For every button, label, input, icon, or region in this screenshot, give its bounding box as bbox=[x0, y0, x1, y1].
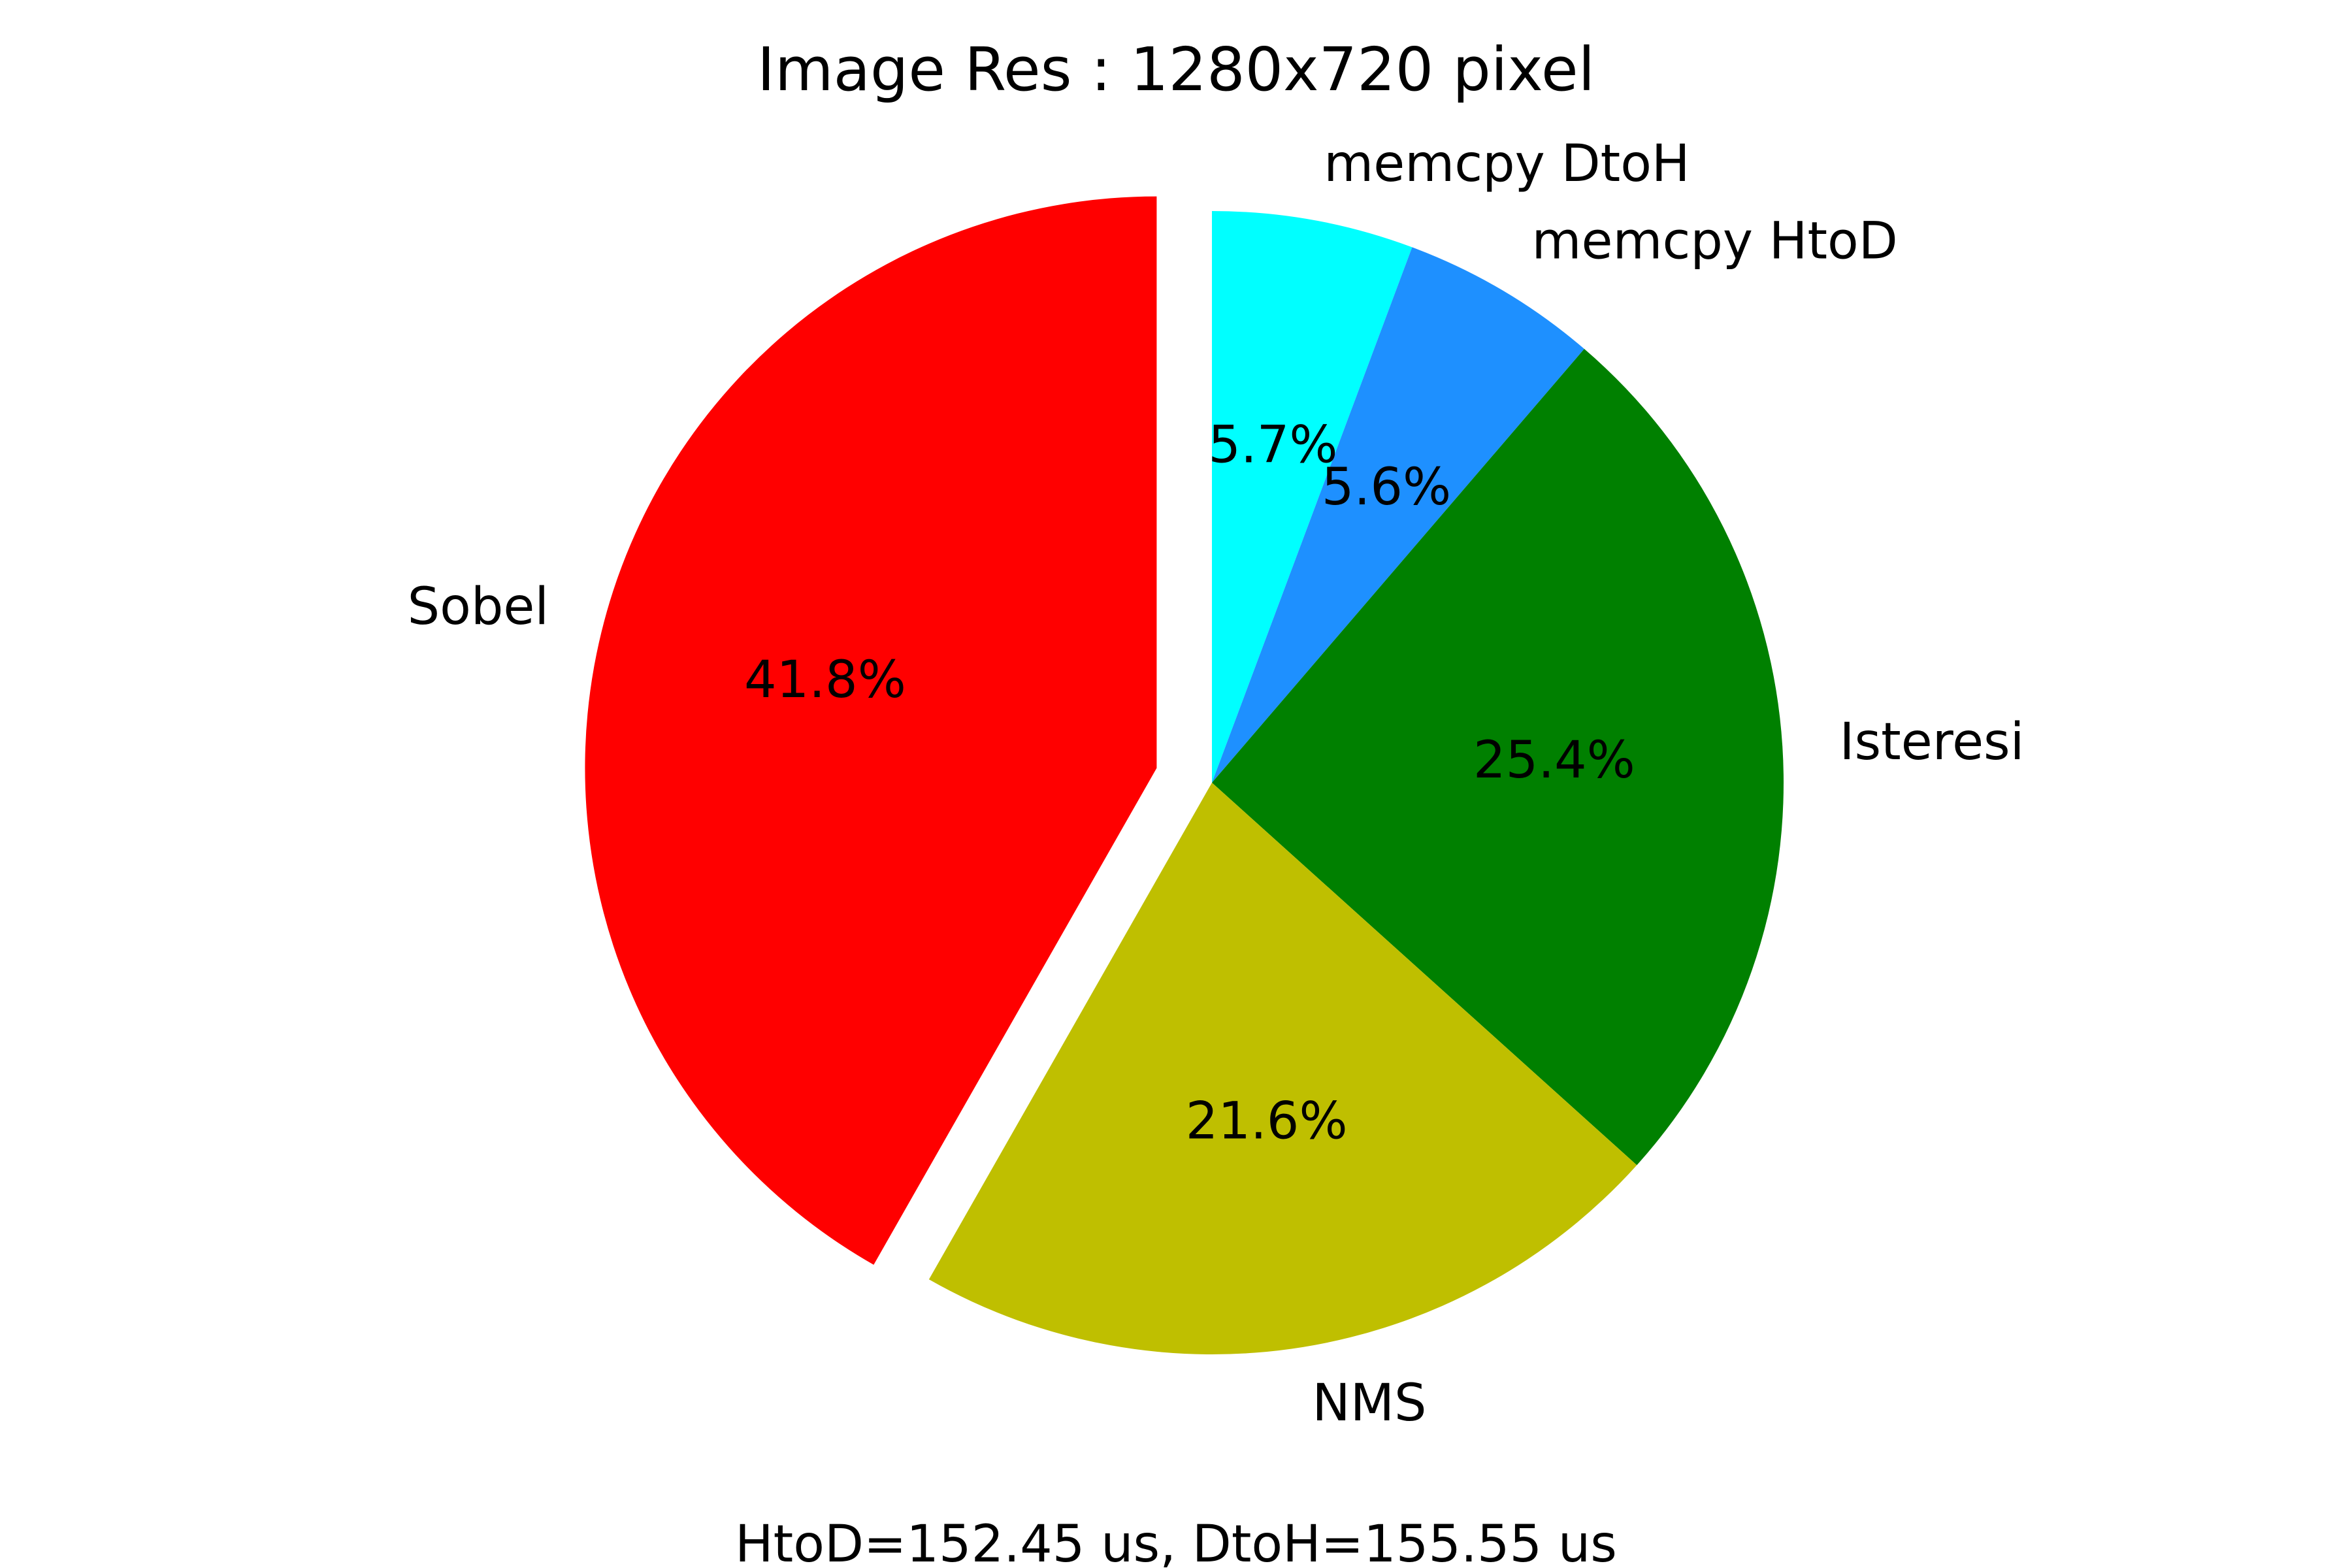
slice-label-memcpy-htod: memcpy HtoD bbox=[1532, 212, 1898, 270]
pct-label-isteresi: 25.4% bbox=[1473, 731, 1635, 790]
pct-label-memcpy-htod: 5.6% bbox=[1322, 458, 1451, 517]
pct-label-nms: 21.6% bbox=[1186, 1092, 1348, 1151]
pie-slice-memcpy-dtoh bbox=[1212, 211, 1413, 783]
pct-label-sobel: 41.8% bbox=[744, 651, 906, 710]
pie-slice-nms bbox=[928, 783, 1637, 1354]
chart-title: Image Res : 1280x720 pixel bbox=[757, 35, 1595, 105]
pie-slice-memcpy-htod bbox=[1212, 247, 1584, 783]
slice-label-isteresi: Isteresi bbox=[1840, 713, 2025, 772]
slice-label-sobel: Sobel bbox=[408, 578, 549, 636]
pie-labels: 5.7% memcpy DtoH 5.6% memcpy HtoD 25.4% Ister… bbox=[408, 135, 2025, 1433]
slice-label-memcpy-dtoh: memcpy DtoH bbox=[1324, 135, 1690, 193]
pie-slice-sobel bbox=[585, 196, 1157, 1265]
pie-slices bbox=[585, 196, 1784, 1354]
slice-label-nms: NMS bbox=[1312, 1374, 1426, 1433]
pct-label-memcpy-dtoh: 5.7% bbox=[1208, 416, 1337, 474]
pie-slice-isteresi bbox=[1212, 349, 1784, 1166]
chart-caption: HtoD=152.45 us, DtoH=155.55 us bbox=[735, 1515, 1617, 1568]
